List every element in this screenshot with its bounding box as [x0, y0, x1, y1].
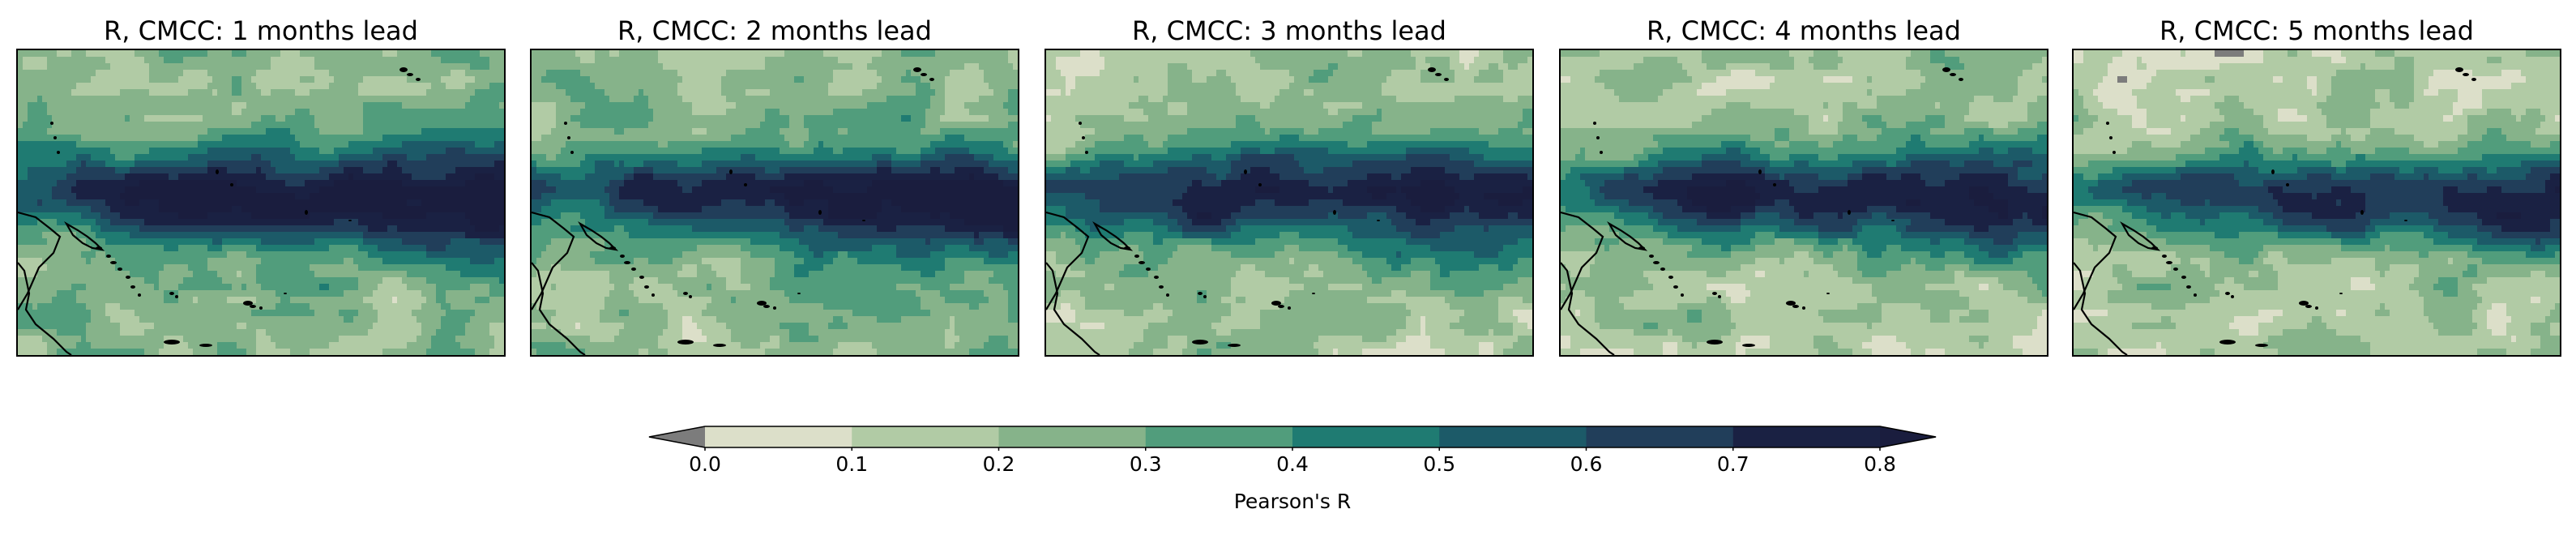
- correlation-map: [530, 49, 1019, 357]
- colorbar-tick-label: 0.8: [1864, 452, 1896, 476]
- correlation-map: [16, 49, 506, 357]
- colorbar-tick-label: 0.1: [835, 452, 868, 476]
- colorbar-tick-label: 0.7: [1717, 452, 1749, 476]
- colorbar-tick-label: 0.4: [1276, 452, 1309, 476]
- colorbar-segment: [705, 426, 852, 447]
- panel-title: R, CMCC: 4 months lead: [1559, 15, 2048, 47]
- colorbar-segment: [1146, 426, 1293, 447]
- colorbar-segment: [1733, 426, 1881, 447]
- map-panel-lead-5: R, CMCC: 5 months lead: [2072, 15, 2561, 360]
- correlation-map: [2072, 49, 2561, 357]
- colorbar-bar: [648, 422, 1937, 451]
- colorbar-under-arrow: [648, 426, 705, 447]
- map-panel-lead-3: R, CMCC: 3 months lead: [1044, 15, 1534, 360]
- colorbar-segment: [999, 426, 1147, 447]
- colorbar-tick-labels: 0.0 0.1 0.2 0.3 0.4 0.5 0.6 0.7 0.8: [648, 452, 1937, 485]
- colorbar-tick-label: 0.2: [983, 452, 1015, 476]
- colorbar-segment: [852, 426, 999, 447]
- map-panel-lead-4: R, CMCC: 4 months lead: [1559, 15, 2048, 360]
- colorbar-tick-label: 0.0: [689, 452, 721, 476]
- colorbar-segment: [1292, 426, 1440, 447]
- colorbar-segment: [1587, 426, 1734, 447]
- colorbar-segment: [1439, 426, 1587, 447]
- panel-title: R, CMCC: 5 months lead: [2072, 15, 2561, 47]
- colorbar-over-arrow: [1880, 426, 1937, 447]
- map-panel-lead-1: R, CMCC: 1 months lead: [16, 15, 506, 360]
- colorbar-tick-label: 0.3: [1130, 452, 1162, 476]
- map-panel-lead-2: R, CMCC: 2 months lead: [530, 15, 1019, 360]
- correlation-map: [1559, 49, 2048, 357]
- panel-title: R, CMCC: 2 months lead: [530, 15, 1019, 47]
- panel-title: R, CMCC: 3 months lead: [1044, 15, 1534, 47]
- panel-title: R, CMCC: 1 months lead: [16, 15, 506, 47]
- colorbar-tick-label: 0.6: [1570, 452, 1603, 476]
- correlation-map: [1044, 49, 1534, 357]
- colorbar: 0.0 0.1 0.2 0.3 0.4 0.5 0.6 0.7 0.8 Pearson's R: [648, 422, 1937, 535]
- colorbar-label: Pearson's R: [648, 490, 1937, 513]
- colorbar-tick-label: 0.5: [1423, 452, 1455, 476]
